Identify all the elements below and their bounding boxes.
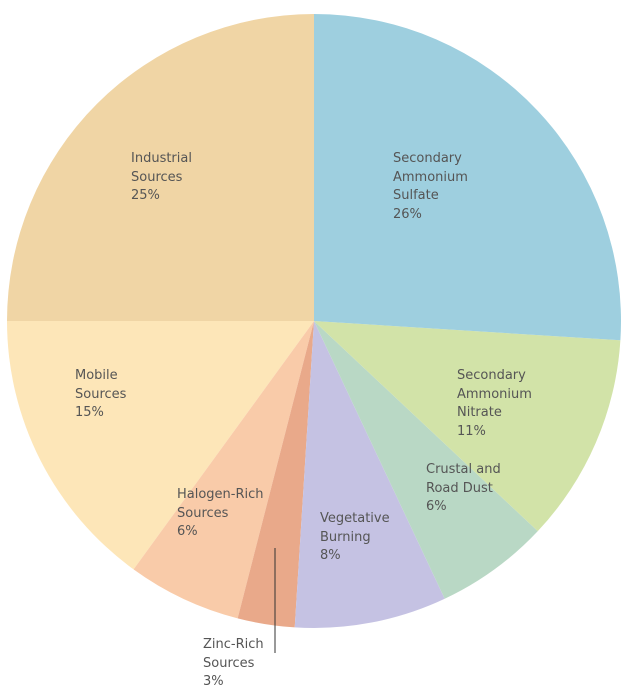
pie-slice — [237, 321, 314, 628]
value-label: 3% — [203, 674, 224, 689]
value-label: 25% — [131, 188, 160, 203]
category-label: Secondary Ammonium Sulfate — [393, 151, 468, 203]
slice-label: Secondary Ammonium Nitrate 11% — [457, 367, 571, 441]
slice-label: Secondary Ammonium Sulfate 26% — [393, 150, 505, 224]
slice-label: Halogen-Rich Sources 6% — [177, 486, 269, 542]
pie-slice — [314, 321, 621, 532]
pie-slice — [294, 321, 445, 628]
value-label: 6% — [426, 499, 447, 514]
slice-label: Industrial Sources 25% — [131, 150, 203, 206]
category-label: Secondary Ammonium Nitrate — [457, 368, 532, 420]
pie-slice — [7, 14, 314, 321]
category-label: Vegetative Burning — [320, 511, 390, 545]
category-label: Industrial Sources — [131, 151, 192, 185]
value-label: 15% — [75, 405, 104, 420]
value-label: 6% — [177, 524, 198, 539]
category-label: Halogen-Rich Sources — [177, 487, 264, 521]
category-label: Mobile Sources — [75, 368, 127, 402]
pie-slice — [314, 14, 621, 341]
pie-slice — [6, 321, 314, 570]
value-label: 26% — [393, 206, 422, 222]
pie-slice — [314, 321, 538, 599]
value-label: 8% — [320, 548, 341, 563]
category-label: Zinc-Rich Sources — [203, 637, 264, 671]
value-label: 11% — [457, 423, 486, 439]
slice-label: Mobile Sources 15% — [75, 367, 133, 423]
slice-label: Vegetative Burning 8% — [320, 510, 398, 566]
category-label: Crustal and Road Dust — [426, 462, 501, 496]
slice-label: Zinc-Rich Sources 3% — [203, 636, 271, 692]
pie-slice — [133, 321, 314, 619]
slice-label: Crustal and Road Dust 6% — [426, 461, 502, 517]
